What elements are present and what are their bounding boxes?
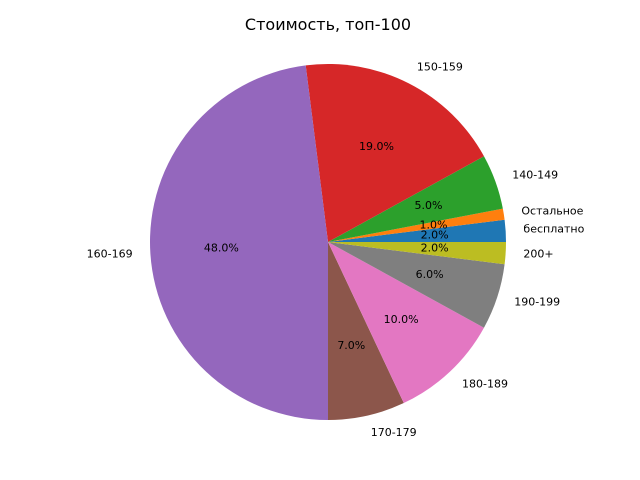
percent-label-2: 5.0% — [415, 199, 443, 212]
slice-label-0: бесплатно — [523, 223, 584, 236]
percent-label-4: 48.0% — [204, 242, 239, 255]
pie-slice-4 — [149, 65, 328, 421]
slice-label-2: 140-149 — [512, 169, 558, 182]
pie-slice-7 — [328, 242, 505, 328]
percent-label-1: 1.0% — [420, 218, 448, 231]
pie-slice-8 — [328, 242, 506, 265]
pie-slice-0 — [328, 219, 506, 242]
pie-slice-2 — [328, 156, 503, 242]
pie-slice-3 — [305, 63, 484, 242]
percent-labels: 2.0%1.0%5.0%19.0%48.0%7.0%10.0%6.0%2.0% — [204, 140, 449, 352]
percent-label-6: 10.0% — [384, 313, 419, 326]
slice-label-4: 160-169 — [87, 247, 133, 260]
slice-label-3: 150-159 — [417, 61, 463, 74]
chart-title: Стоимость, топ-100 — [245, 15, 411, 34]
pie-slices — [149, 63, 506, 421]
percent-label-7: 6.0% — [416, 268, 444, 281]
slice-label-7: 190-199 — [514, 296, 560, 309]
pie-slice-1 — [328, 208, 505, 242]
percent-label-3: 19.0% — [359, 140, 394, 153]
pie-slice-5 — [328, 242, 404, 420]
percent-label-5: 7.0% — [337, 339, 365, 352]
slice-label-8: 200+ — [523, 247, 553, 260]
slice-label-6: 180-189 — [462, 378, 508, 391]
slice-labels: бесплатно Остальное 140-149 150-159 160-169 1… — [87, 61, 585, 440]
percent-label-0: 2.0% — [421, 228, 449, 241]
pie-slice-6 — [328, 242, 484, 404]
slice-label-1: Остальное — [521, 204, 583, 217]
percent-label-8: 2.0% — [421, 242, 449, 255]
slice-label-5: 170-179 — [371, 426, 417, 439]
